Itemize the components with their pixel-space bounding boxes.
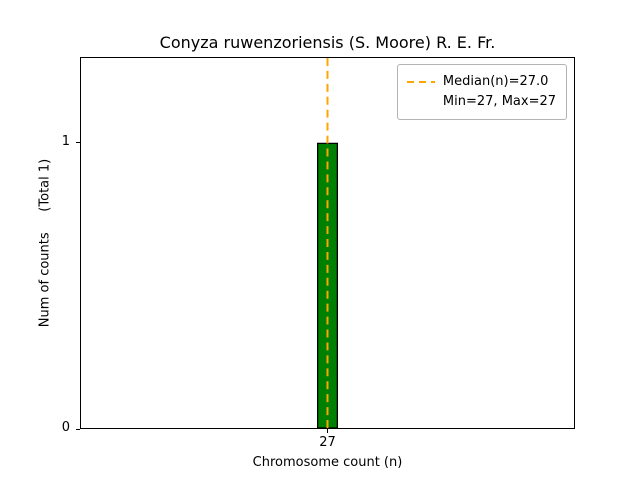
y-tick-mark	[76, 428, 80, 430]
y-tick-mark	[76, 142, 80, 144]
x-tick-label: 27	[319, 435, 336, 450]
y-tick-label: 0	[61, 420, 70, 435]
median-dashed-line-legend-marker	[406, 81, 435, 84]
legend-entry-minmax: Min=27, Max=27	[407, 92, 556, 112]
plot-area: Median(n)=27.0 Min=27, Max=27	[80, 57, 575, 429]
legend-label-median: Median(n)=27.0	[442, 74, 549, 89]
plot-canvas	[316, 58, 339, 428]
x-tick-mark	[327, 429, 328, 433]
chart-title: Conyza ruwenzoriensis (S. Moore) R. E. F…	[159, 33, 496, 52]
legend: Median(n)=27.0 Min=27, Max=27	[396, 64, 567, 121]
y-tick-label: 1	[61, 133, 70, 149]
legend-marker-spacer	[407, 101, 435, 103]
legend-label-minmax: Min=27, Max=27	[442, 94, 556, 110]
y-axis-label: Num of counts (Total 1)	[37, 158, 53, 328]
legend-entry-median: Median(n)=27.0	[406, 72, 556, 92]
x-axis-label: Chromosome count (n)	[252, 455, 403, 470]
